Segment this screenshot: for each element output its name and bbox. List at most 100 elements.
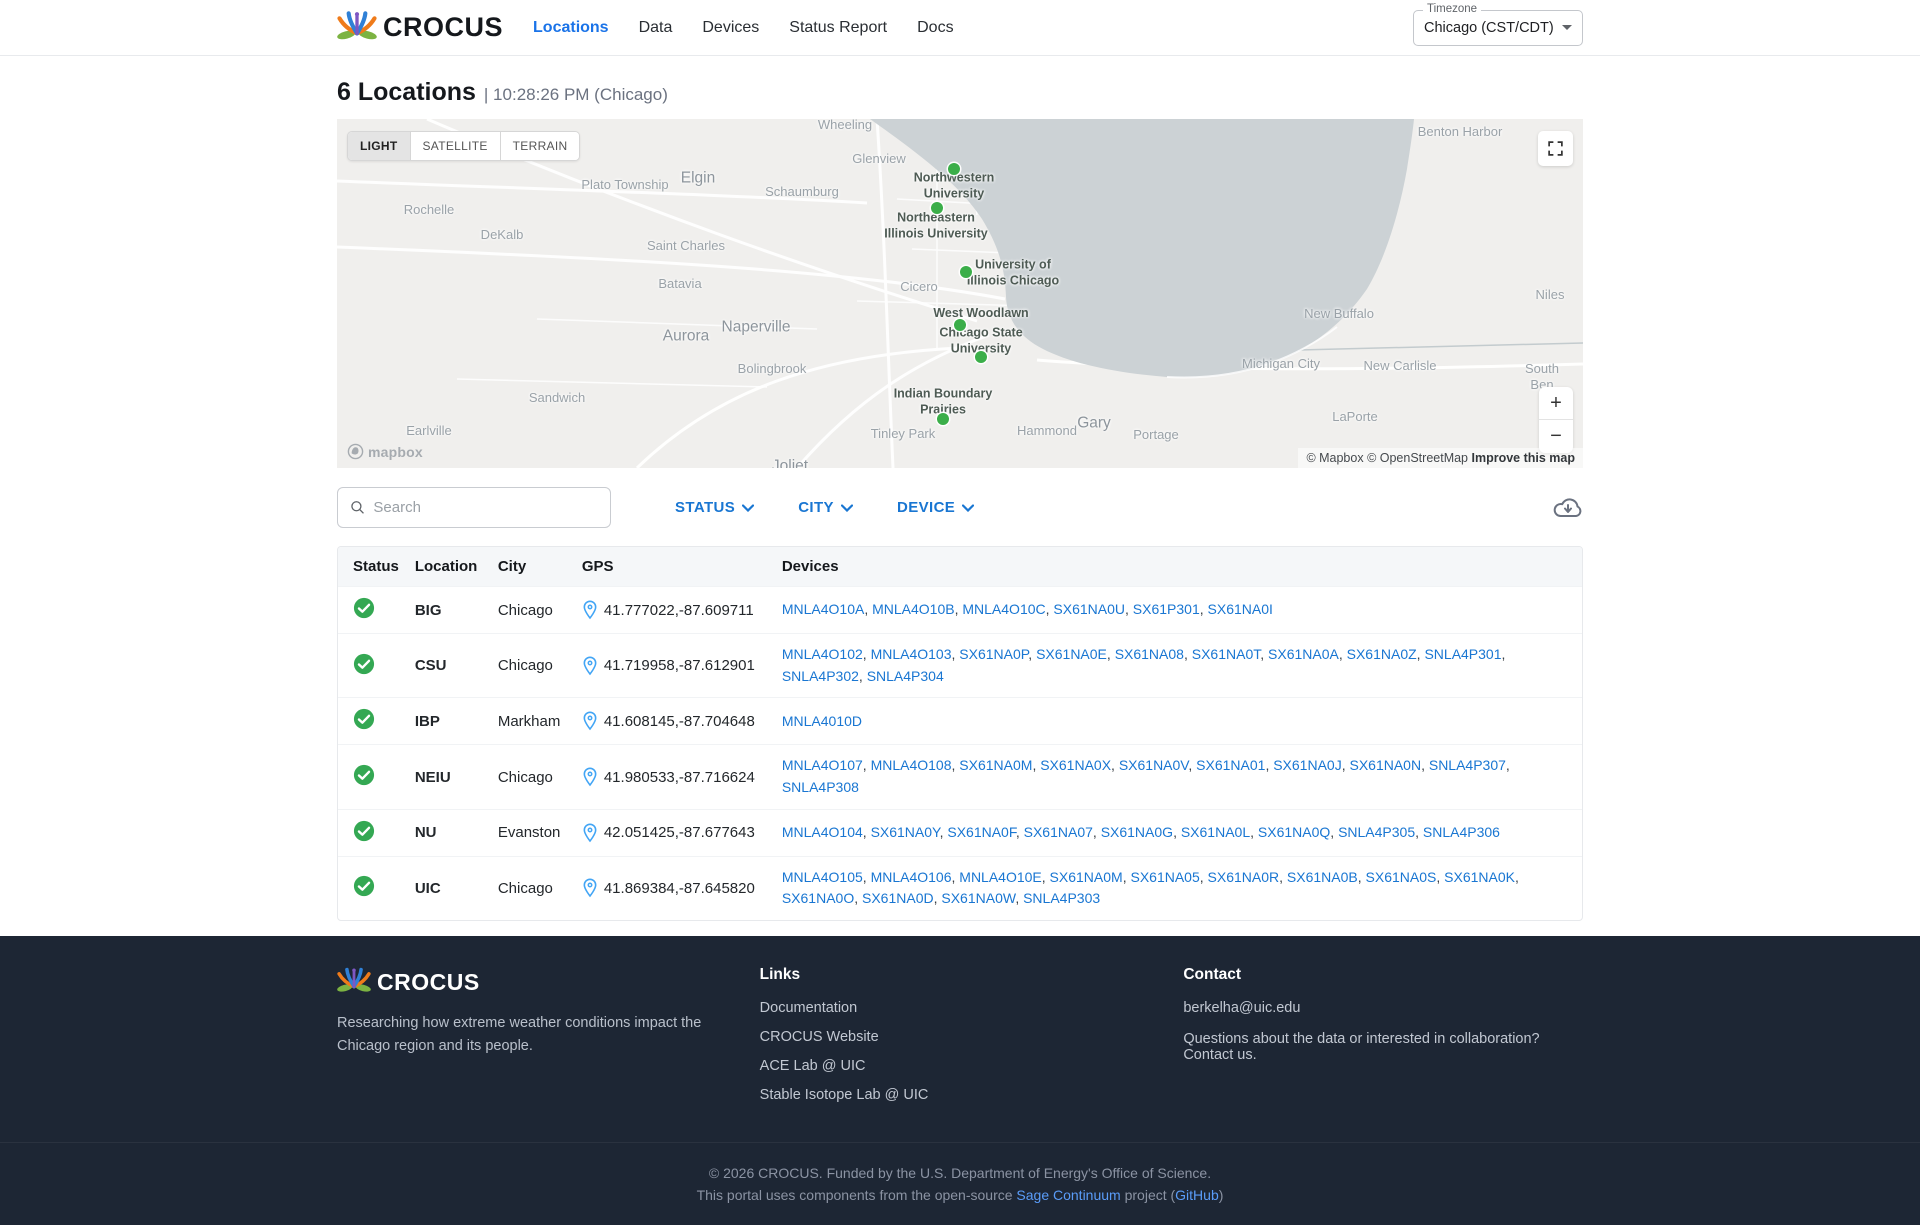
nav-item-locations[interactable]: Locations (533, 18, 609, 36)
status-cell (338, 697, 407, 745)
gps-pin-icon (583, 767, 597, 787)
device-link[interactable]: SX61NA0J (1273, 757, 1342, 774)
device-link[interactable]: SX61P301 (1132, 601, 1200, 618)
improve-map-link[interactable]: Improve this map (1471, 451, 1576, 465)
mapbox-logo[interactable]: mapbox (347, 443, 423, 460)
footer-link-documentation[interactable]: Documentation (759, 1000, 858, 1017)
map-marker-uic[interactable] (960, 266, 972, 278)
footer-link-stable-isotope-lab-uic[interactable]: Stable Isotope Lab @ UIC (759, 1087, 929, 1104)
gps-value: 41.980533,-87.716624 (582, 767, 766, 787)
map-marker-big[interactable] (954, 319, 966, 331)
filter-dropdowns: STATUS CITY DEVICE (675, 499, 975, 516)
map-style-satellite-button[interactable]: SATELLITE (410, 132, 501, 160)
device-link[interactable]: SNLA4P305 (1338, 823, 1416, 840)
device-link[interactable]: SX61NA0F (947, 823, 1016, 840)
device-link[interactable]: MNLA4O10E (959, 868, 1042, 885)
device-link[interactable]: SX61NA0M (959, 757, 1033, 774)
device-link[interactable]: MNLA4O108 (870, 757, 952, 774)
download-button[interactable] (1553, 497, 1583, 519)
device-link[interactable]: SNLA4P308 (781, 779, 859, 796)
gps-value: 41.608145,-87.704648 (582, 711, 766, 731)
nav-item-devices[interactable]: Devices (702, 18, 760, 36)
map-style-terrain-button[interactable]: TERRAIN (500, 132, 580, 160)
device-link[interactable]: SX61NA0B (1286, 868, 1358, 885)
device-link[interactable]: SNLA4P304 (866, 667, 944, 684)
device-link[interactable]: SX61NA0W (941, 890, 1016, 907)
device-link[interactable]: SNLA4P301 (1424, 646, 1502, 662)
device-link[interactable]: SX61NA0Z (1346, 646, 1417, 662)
device-link[interactable]: SX61NA0V (1118, 757, 1189, 774)
device-link[interactable]: SX61NA0R (1207, 868, 1280, 885)
device-link[interactable]: SX61NA0A (1268, 646, 1339, 662)
filter-device-dropdown[interactable]: DEVICE (896, 499, 975, 516)
device-link[interactable]: MNLA4O10B (872, 601, 955, 618)
zoom-in-button[interactable]: + (1539, 387, 1573, 420)
brand-logo[interactable]: CROCUS (337, 9, 503, 46)
filter-city-dropdown[interactable]: CITY (798, 499, 853, 516)
map-canvas[interactable]: Wheeling Glenview Benton Harbor Plato Towns… (337, 119, 1583, 468)
device-link[interactable]: SX61NA0S (1365, 868, 1437, 885)
device-link[interactable]: SX61NA08 (1114, 646, 1184, 662)
device-link[interactable]: SX61NA0I (1207, 601, 1273, 618)
device-link[interactable]: SX61NA0N (1349, 757, 1422, 774)
device-link[interactable]: SX61NA0D (862, 890, 934, 907)
device-link[interactable]: SX61NA01 (1196, 757, 1266, 774)
device-link[interactable]: SX61NA0O (781, 890, 855, 907)
device-link[interactable]: SX61NA0P (959, 646, 1029, 662)
status-cell (338, 855, 407, 921)
filter-status-dropdown[interactable]: STATUS (675, 499, 755, 516)
device-link[interactable]: MNLA4O10C (962, 601, 1046, 618)
device-link[interactable]: SX61NA05 (1130, 868, 1200, 885)
device-link[interactable]: SNLA4P303 (1023, 890, 1101, 907)
nav-item-docs[interactable]: Docs (917, 18, 954, 36)
map-marker-ibp[interactable] (937, 413, 949, 425)
osm-attribution-link[interactable]: © OpenStreetMap (1367, 451, 1469, 465)
device-link[interactable]: SX61NA0U (1053, 601, 1126, 618)
map-style-light-button[interactable]: LIGHT (348, 132, 411, 160)
chevron-down-icon (742, 503, 755, 512)
devices-cell: MNLA4O10A, MNLA4O10B, MNLA4O10C, SX61NA0… (773, 586, 1582, 634)
device-link[interactable]: SX61NA0G (1100, 823, 1174, 840)
search-icon (351, 501, 364, 514)
device-link[interactable]: MNLA4O107 (781, 757, 863, 774)
city-cell: Markham (489, 697, 574, 745)
device-link[interactable]: SX61NA0Q (1257, 823, 1331, 840)
filter-label: DEVICE (896, 499, 956, 516)
device-link[interactable]: SX61NA0T (1191, 646, 1261, 662)
device-link[interactable]: MNLA4O102 (781, 646, 863, 662)
mapbox-attribution-link[interactable]: © Mapbox (1306, 451, 1364, 465)
device-link[interactable]: SNLA4P307 (1428, 757, 1506, 774)
map-marker-csu[interactable] (975, 351, 987, 363)
device-link[interactable]: SX61NA07 (1023, 823, 1093, 840)
device-link[interactable]: MNLA4O104 (781, 823, 863, 840)
device-link[interactable]: MNLA4O106 (870, 868, 952, 885)
footer-link-crocus-website[interactable]: CROCUS Website (759, 1029, 879, 1046)
device-link[interactable]: MNLA4O10A (781, 601, 865, 618)
brand-name: CROCUS (383, 12, 504, 42)
nav-item-status-report[interactable]: Status Report (789, 18, 888, 36)
search-input[interactable] (373, 499, 598, 516)
github-link[interactable]: GitHub (1175, 1187, 1219, 1204)
device-link[interactable]: SX61NA0M (1049, 868, 1123, 885)
map-marker-neiu[interactable] (931, 202, 943, 214)
device-link[interactable]: SX61NA0L (1180, 823, 1251, 840)
footer-link-ace-lab-uic[interactable]: ACE Lab @ UIC (759, 1058, 866, 1075)
device-link[interactable]: MNLA4O105 (781, 868, 863, 885)
timezone-select[interactable]: Timezone Chicago (CST/CDT) (1413, 2, 1583, 46)
fullscreen-button[interactable] (1538, 131, 1573, 166)
device-link[interactable]: SX61NA0Y (870, 823, 940, 840)
device-link[interactable]: SX61NA0E (1036, 646, 1107, 662)
device-link[interactable]: SNLA4P306 (1422, 823, 1500, 840)
zoom-out-button[interactable]: − (1550, 425, 1562, 447)
device-link[interactable]: SX61NA0K (1444, 868, 1515, 885)
device-link[interactable]: MNLA4O103 (870, 646, 952, 662)
sage-continuum-link[interactable]: Sage Continuum (1016, 1187, 1121, 1204)
footer-email[interactable]: berkelha@uic.edu (1183, 1000, 1301, 1017)
gps-coordinates: 41.719958,-87.612901 (603, 657, 755, 675)
device-link[interactable]: MNLA4010D (781, 712, 862, 729)
map-marker-nu[interactable] (948, 163, 960, 175)
device-link[interactable]: SNLA4P302 (781, 667, 859, 684)
device-link[interactable]: SX61NA0X (1040, 757, 1112, 774)
nav-item-data[interactable]: Data (638, 18, 673, 36)
column-header-devices: Devices (773, 547, 1582, 587)
